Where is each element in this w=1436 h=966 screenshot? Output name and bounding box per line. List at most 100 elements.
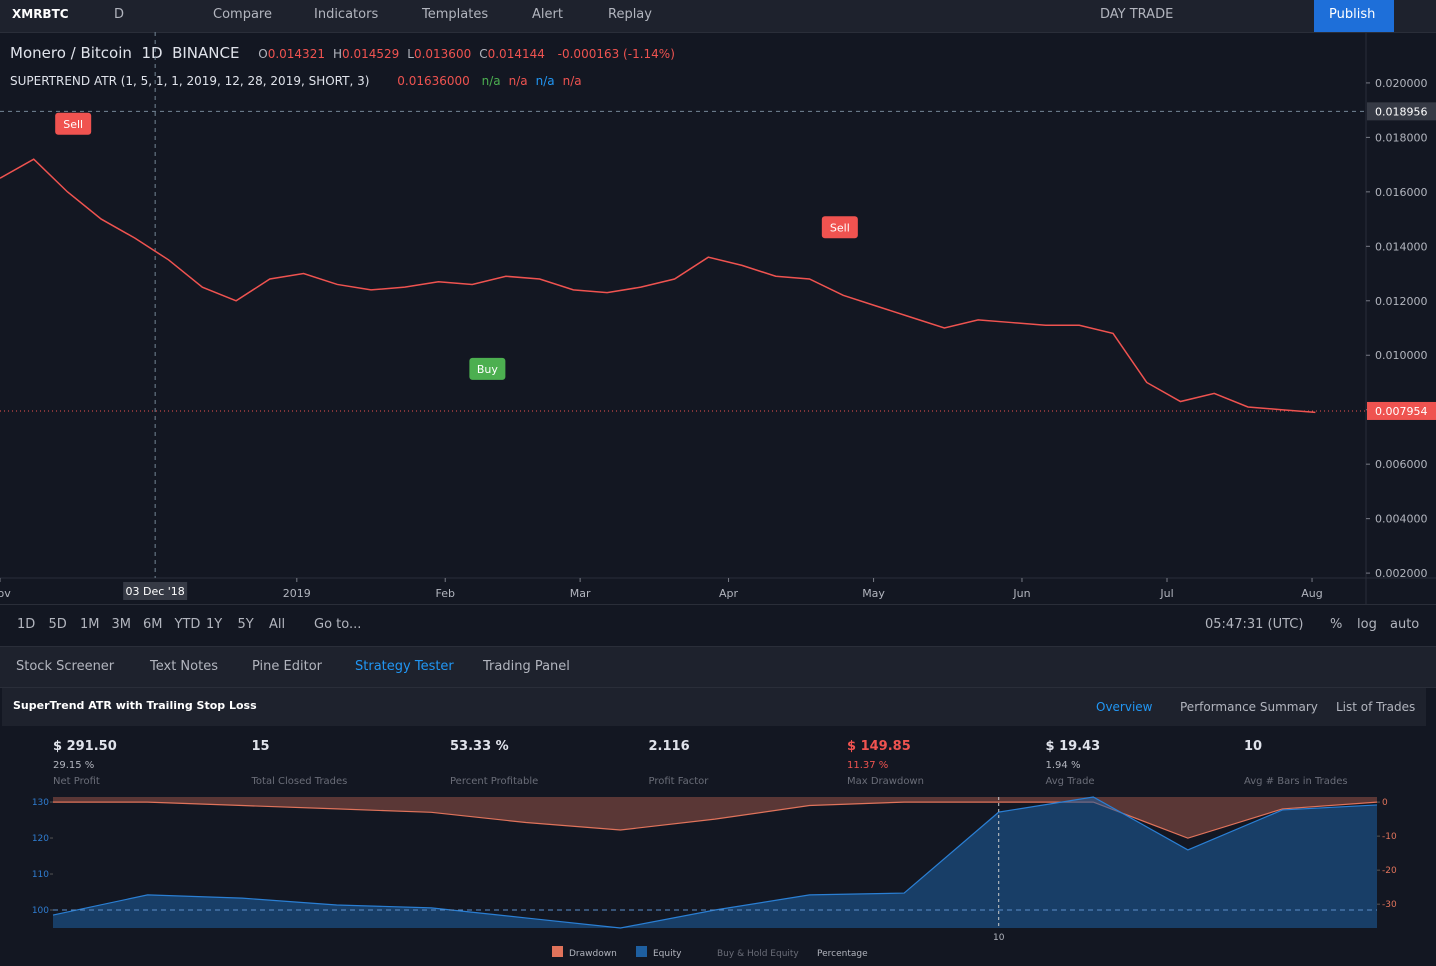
range-button[interactable]: 3M <box>111 617 132 632</box>
publish-button[interactable]: Publish <box>1314 0 1394 32</box>
stat-value: 15 <box>251 739 270 754</box>
series-area <box>53 797 1377 839</box>
scale-option[interactable]: log <box>1357 617 1377 632</box>
annotation: Sell <box>830 221 850 234</box>
legend-label: Equity <box>653 949 682 959</box>
x-tick-label: Mar <box>570 587 591 600</box>
series-line <box>53 801 1378 839</box>
ohlc-key: L <box>407 47 414 61</box>
na-values: n/a n/a n/a n/a <box>474 74 582 88</box>
y-tick-label: 0.018000 <box>1375 131 1428 144</box>
stat-value: 2.116 <box>648 739 690 754</box>
ohlc-value: 0.014529 <box>342 47 400 61</box>
tab[interactable]: Pine Editor <box>252 659 323 674</box>
x-tick-label: 2019 <box>283 587 311 600</box>
tab[interactable]: Trading Panel <box>483 659 570 674</box>
legend-swatch <box>552 946 563 957</box>
y-tick-label: 0.002000 <box>1375 567 1428 580</box>
y2-tick-label: -10 <box>1382 832 1397 842</box>
annotation: Buy <box>477 363 499 376</box>
crosshair-label-bg <box>123 582 188 600</box>
menu-item[interactable]: Compare <box>213 7 272 22</box>
ohlc-value: 0.014321 <box>267 47 325 61</box>
ohlc-value: 0.014144 <box>487 47 545 61</box>
indicator-legend: SUPERTREND ATR (1, 5, 1, 1, 2019, 12, 28… <box>10 74 582 88</box>
equity-chart: 100 110 120 130 0 -10 -20 -30 10 Drawdown Equity Bu… <box>32 796 1397 959</box>
na-value: n/a <box>481 74 501 88</box>
stat-label: Total Closed Trades <box>251 776 348 787</box>
stat-label: Avg # Bars in Trades <box>1244 776 1348 787</box>
ohlc-key: C <box>479 47 488 61</box>
scale-option[interactable]: % <box>1330 617 1343 632</box>
tab[interactable]: Text Notes <box>150 659 218 674</box>
y-tick-label: 0.004000 <box>1375 513 1428 526</box>
ohlc-key: H <box>332 47 342 61</box>
symbol[interactable]: XMRBTC <box>12 7 69 21</box>
y-tick-label: 0.016000 <box>1375 186 1428 199</box>
tab[interactable]: Stock Screener <box>16 659 115 674</box>
range-button[interactable]: All <box>269 617 286 632</box>
stat-value: 53.33 % <box>450 739 509 754</box>
legend: Monero / Bitcoin 1D BINANCE O0.014321 H0.… <box>10 44 675 62</box>
x-tick-label: Feb <box>435 587 454 600</box>
stat-sub: 11.37 % <box>847 760 889 771</box>
view-tab[interactable]: Overview <box>1096 700 1153 714</box>
range-button[interactable]: 6M <box>143 617 163 632</box>
range-button[interactable]: 1Y <box>206 617 223 632</box>
y-tick-label: 0.014000 <box>1375 240 1428 253</box>
strategy-header: SuperTrend ATR with Trailing Stop Loss O… <box>2 688 1426 726</box>
na-value: n/a <box>508 74 528 88</box>
tab[interactable]: Strategy Tester <box>355 659 454 674</box>
y-tick-label: 100 <box>32 906 49 916</box>
range-button[interactable]: 1M <box>80 617 100 632</box>
stats: $ 291.50 29.15 % Net Profit 15 Total Closed … <box>0 730 1436 790</box>
ohlc: O0.014321 H0.014529 L0.013600 C0.014144 <box>258 47 553 61</box>
annotation-bg <box>821 216 858 239</box>
last-price-bg <box>1367 401 1436 420</box>
interval[interactable]: D <box>114 7 125 22</box>
crosshair-label-bg <box>1367 102 1436 121</box>
x-tick-label: Aug <box>1301 587 1322 600</box>
stat-value: $ 19.43 <box>1045 739 1101 754</box>
view-tab[interactable]: Performance Summary <box>1180 700 1318 714</box>
na-value: n/a <box>535 74 555 88</box>
x-tick-label: Jul <box>1159 587 1173 600</box>
y-tick-label: 130 <box>32 798 49 808</box>
view-tab[interactable]: List of Trades <box>1336 700 1416 714</box>
range-button[interactable]: 5Y <box>237 617 254 632</box>
scale-option[interactable]: auto <box>1390 617 1420 632</box>
pair: Monero / Bitcoin <box>10 44 132 62</box>
stat-value: $ 291.50 <box>53 739 117 754</box>
y2-tick-label: -30 <box>1382 900 1397 910</box>
menu-item[interactable]: Replay <box>608 7 652 22</box>
stat-label: Max Drawdown <box>847 776 924 787</box>
goto[interactable]: Go to... <box>314 617 362 632</box>
menu-item[interactable]: Indicators <box>314 7 379 22</box>
y-tick-label: 0.012000 <box>1375 295 1428 308</box>
stat-label: Profit Factor <box>648 776 709 787</box>
annotation-bg <box>469 357 506 380</box>
series-area <box>53 797 1377 928</box>
annotation-bg <box>55 112 92 135</box>
publish-label: Publish <box>1329 7 1376 22</box>
legend-label: Drawdown <box>569 949 617 959</box>
menu-item[interactable]: Templates <box>422 7 489 22</box>
stat-value: $ 149.85 <box>847 739 911 754</box>
range-button[interactable]: YTD <box>174 617 201 632</box>
range-button[interactable]: 5D <box>48 617 67 632</box>
time-bar: Go to... 05:47:31 (UTC) 1D 5D 1M 3M 6M YTD 1Y 5… <box>0 604 1436 645</box>
legend-label: Buy & Hold Equity <box>717 949 799 959</box>
tab-bar: Stock Screener Text Notes Pine Editor Strat… <box>0 646 1436 688</box>
layout[interactable]: DAY TRADE <box>1100 7 1174 22</box>
interval: 1D <box>141 44 163 62</box>
ohlc-value: 0.013600 <box>413 47 472 61</box>
menu-item[interactable]: Alert <box>532 7 563 22</box>
y-tick-label: 120 <box>32 834 49 844</box>
range-button[interactable]: 1D <box>17 617 36 632</box>
stat-label: Net Profit <box>53 776 100 787</box>
clock: 05:47:31 (UTC) <box>1205 617 1304 632</box>
change: -0.000163 (-1.14%) <box>557 47 675 61</box>
mode-select[interactable]: Percentage <box>817 949 868 959</box>
stat-label: Percent Profitable <box>450 776 539 787</box>
indicator-name: SUPERTREND ATR (1, 5, 1, 1, 2019, 12, 28… <box>10 74 370 88</box>
